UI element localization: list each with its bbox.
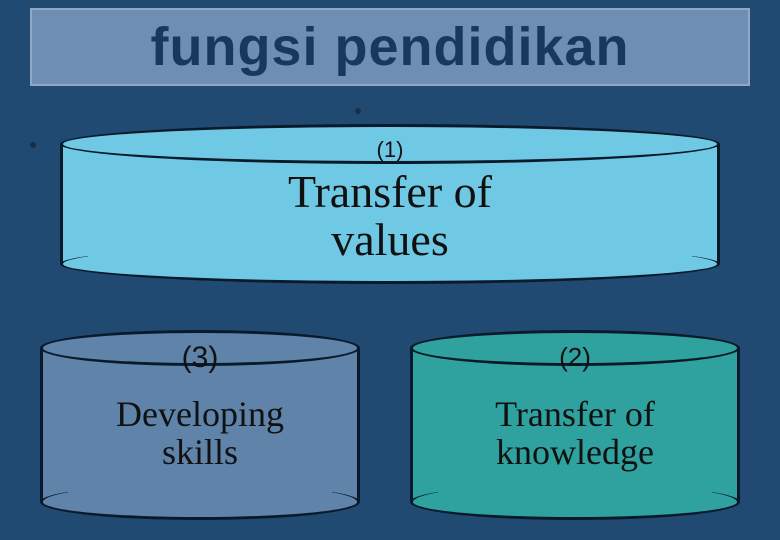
- cylinder-number: (3): [40, 342, 360, 374]
- bullet-dot: [30, 142, 36, 148]
- cylinder-bottom-ellipse: [40, 484, 360, 520]
- cylinder-bottom-ellipse: [410, 484, 740, 520]
- cylinder-number: (2): [410, 344, 740, 371]
- cylinder-number: (1): [60, 138, 720, 161]
- cylinder-transfer-knowledge: (2) Transfer ofknowledge: [410, 330, 740, 520]
- cylinder-label: Developingskills: [40, 396, 360, 472]
- cylinder-label: Transfer ofknowledge: [410, 396, 740, 472]
- cylinder-transfer-values: (1) Transfer ofvalues: [60, 124, 720, 284]
- title-bar: fungsi pendidikan: [30, 8, 750, 86]
- title-text: fungsi pendidikan: [150, 16, 629, 78]
- cylinder-label: Transfer ofvalues: [60, 168, 720, 265]
- cylinder-developing-skills: (3) Developingskills: [40, 330, 360, 520]
- diagram-canvas: fungsi pendidikan (1) Transfer ofvalues …: [0, 0, 780, 540]
- bullet-dot: [355, 108, 361, 114]
